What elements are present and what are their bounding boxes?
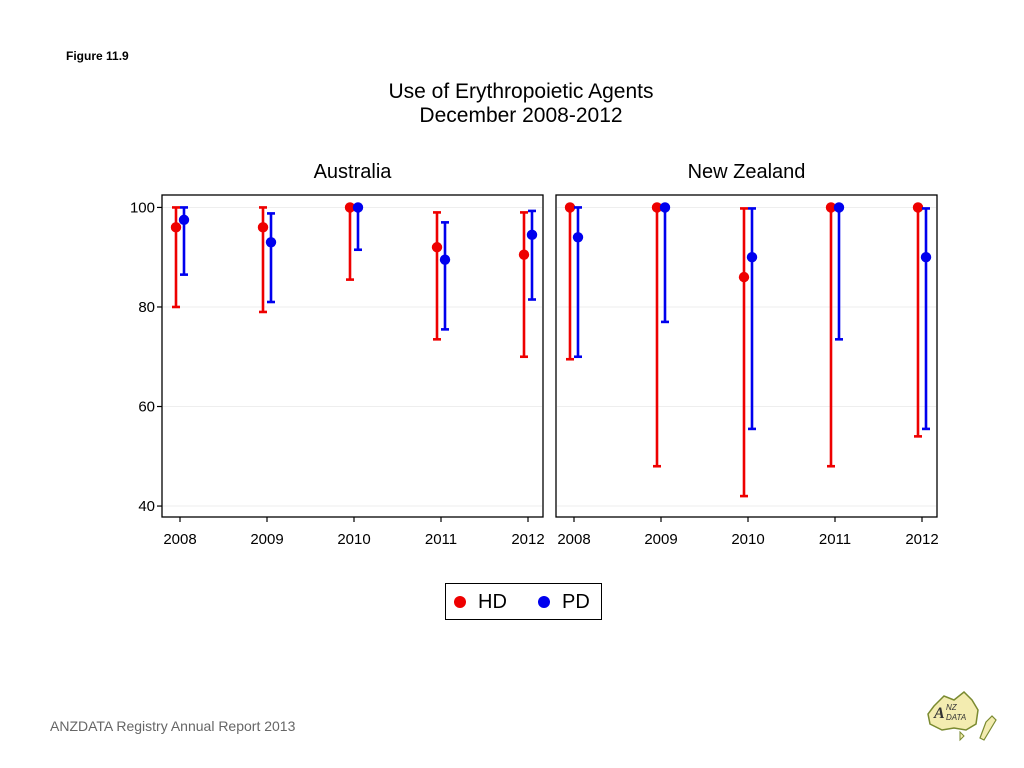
legend: HD PD — [445, 583, 602, 620]
svg-text:NZ: NZ — [946, 703, 958, 712]
x-tick-label-australia-2010: 2010 — [337, 531, 370, 548]
x-tick-label-new-zealand-2011: 2011 — [819, 531, 851, 548]
y-tick-label-40: 40 — [138, 498, 155, 515]
x-tick-label-new-zealand-2010: 2010 — [731, 531, 764, 548]
x-tick-label-australia-2012: 2012 — [511, 531, 544, 548]
legend-label-hd: HD — [478, 590, 507, 613]
y-tick-label-60: 60 — [138, 399, 155, 416]
chart-subtitle: December 2008-2012 — [419, 104, 623, 127]
y-tick-label-100: 100 — [130, 199, 155, 216]
anzdata-logo: A NZ DATA — [927, 690, 997, 742]
point-new-zealand-hd-2011 — [825, 202, 837, 213]
legend-item-hd: HD — [454, 591, 507, 613]
point-australia-hd-2008 — [170, 222, 182, 233]
legend-label-pd: PD — [562, 590, 590, 613]
point-australia-hd-2011 — [431, 242, 443, 253]
point-new-zealand-hd-2012 — [912, 202, 924, 213]
point-new-zealand-pd-2008 — [572, 232, 584, 243]
legend-marker-pd — [538, 596, 550, 608]
legend-item-pd: PD — [538, 591, 590, 613]
plot-frame-new-zealand — [555, 194, 938, 518]
point-new-zealand-pd-2011 — [833, 202, 845, 213]
point-new-zealand-hd-2008 — [564, 202, 576, 213]
x-tick-label-australia-2011: 2011 — [425, 531, 457, 548]
svg-text:A: A — [933, 705, 945, 722]
plot-frame-australia — [161, 194, 544, 518]
panel-title-new-zealand: New Zealand — [688, 161, 806, 183]
point-new-zealand-hd-2009 — [651, 202, 663, 213]
figure-label: Figure 11.9 — [66, 49, 129, 63]
x-tick-label-new-zealand-2009: 2009 — [644, 531, 677, 548]
y-tick-label-80: 80 — [138, 299, 155, 316]
point-new-zealand-pd-2012 — [920, 252, 932, 263]
legend-marker-hd — [454, 596, 466, 608]
x-tick-label-australia-2008: 2008 — [163, 531, 196, 548]
svg-text:DATA: DATA — [946, 713, 966, 722]
point-new-zealand-pd-2009 — [659, 202, 671, 213]
footer-text: ANZDATA Registry Annual Report 2013 — [50, 718, 296, 734]
point-australia-hd-2012 — [518, 249, 530, 260]
point-australia-pd-2009 — [265, 237, 277, 248]
x-tick-label-australia-2009: 2009 — [250, 531, 283, 548]
x-tick-label-new-zealand-2008: 2008 — [557, 531, 590, 548]
point-australia-pd-2010 — [352, 202, 364, 213]
point-new-zealand-pd-2010 — [746, 252, 758, 263]
point-australia-pd-2011 — [439, 254, 451, 265]
point-australia-pd-2012 — [526, 229, 538, 241]
point-new-zealand-hd-2010 — [738, 271, 750, 283]
point-australia-hd-2009 — [257, 222, 269, 233]
point-australia-pd-2008 — [178, 214, 190, 226]
panel-title-australia: Australia — [314, 161, 393, 183]
x-tick-label-new-zealand-2012: 2012 — [905, 531, 938, 548]
chart-title: Use of Erythropoietic Agents — [388, 80, 654, 103]
point-australia-hd-2010 — [344, 202, 356, 213]
